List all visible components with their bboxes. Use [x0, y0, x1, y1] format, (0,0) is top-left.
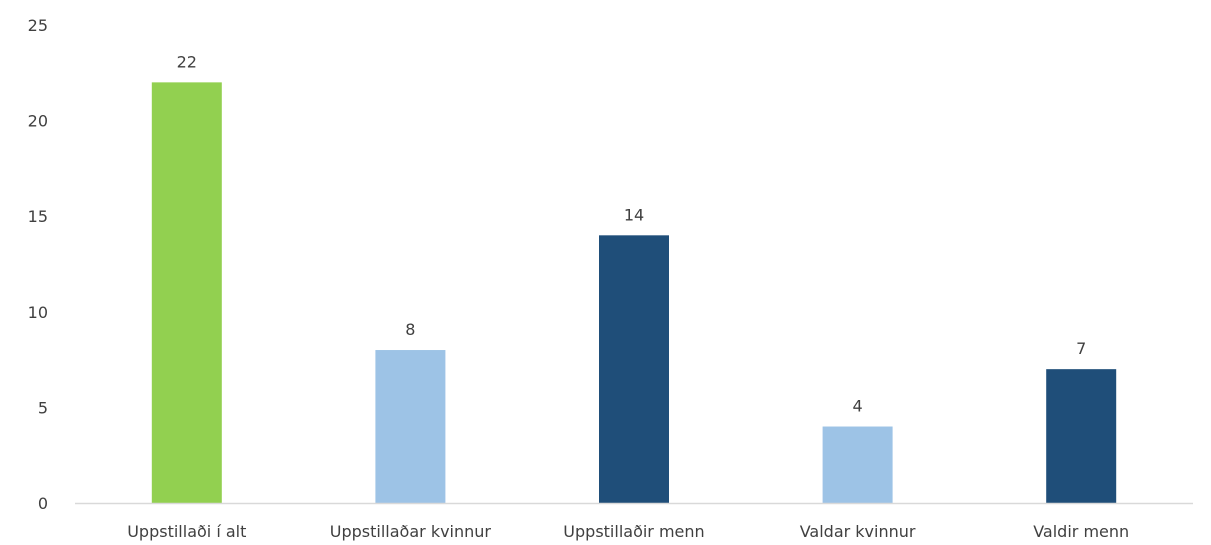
y-tick-label: 15: [28, 207, 48, 226]
y-axis: 0 5 10 15 20 25: [28, 16, 48, 513]
x-tick-label: Valdar kvinnur: [800, 522, 916, 541]
x-tick-label: Uppstillaði í alt: [127, 522, 246, 541]
x-axis: Uppstillaði í alt Uppstillaðar kvinnur Upp…: [127, 522, 1129, 541]
x-tick-label: Valdir menn: [1033, 522, 1129, 541]
data-labels: 22 8 14 4 7: [177, 52, 1087, 415]
y-tick-label: 5: [38, 398, 48, 417]
bar: [151, 82, 222, 504]
bar: [822, 426, 893, 503]
data-label: 8: [405, 320, 415, 339]
bars: [151, 82, 1117, 504]
data-label: 22: [177, 52, 197, 71]
bar: [1046, 369, 1117, 503]
bar: [375, 350, 446, 503]
y-tick-label: 25: [28, 16, 48, 35]
y-tick-label: 10: [28, 303, 48, 322]
bar: [599, 235, 669, 503]
x-tick-label: Uppstillaðar kvinnur: [330, 522, 492, 541]
data-label: 4: [853, 397, 863, 416]
y-tick-label: 20: [28, 112, 48, 131]
data-label: 14: [624, 205, 644, 224]
y-tick-label: 0: [38, 494, 48, 513]
x-tick-label: Uppstillaðir menn: [563, 522, 704, 541]
data-label: 7: [1076, 339, 1086, 358]
